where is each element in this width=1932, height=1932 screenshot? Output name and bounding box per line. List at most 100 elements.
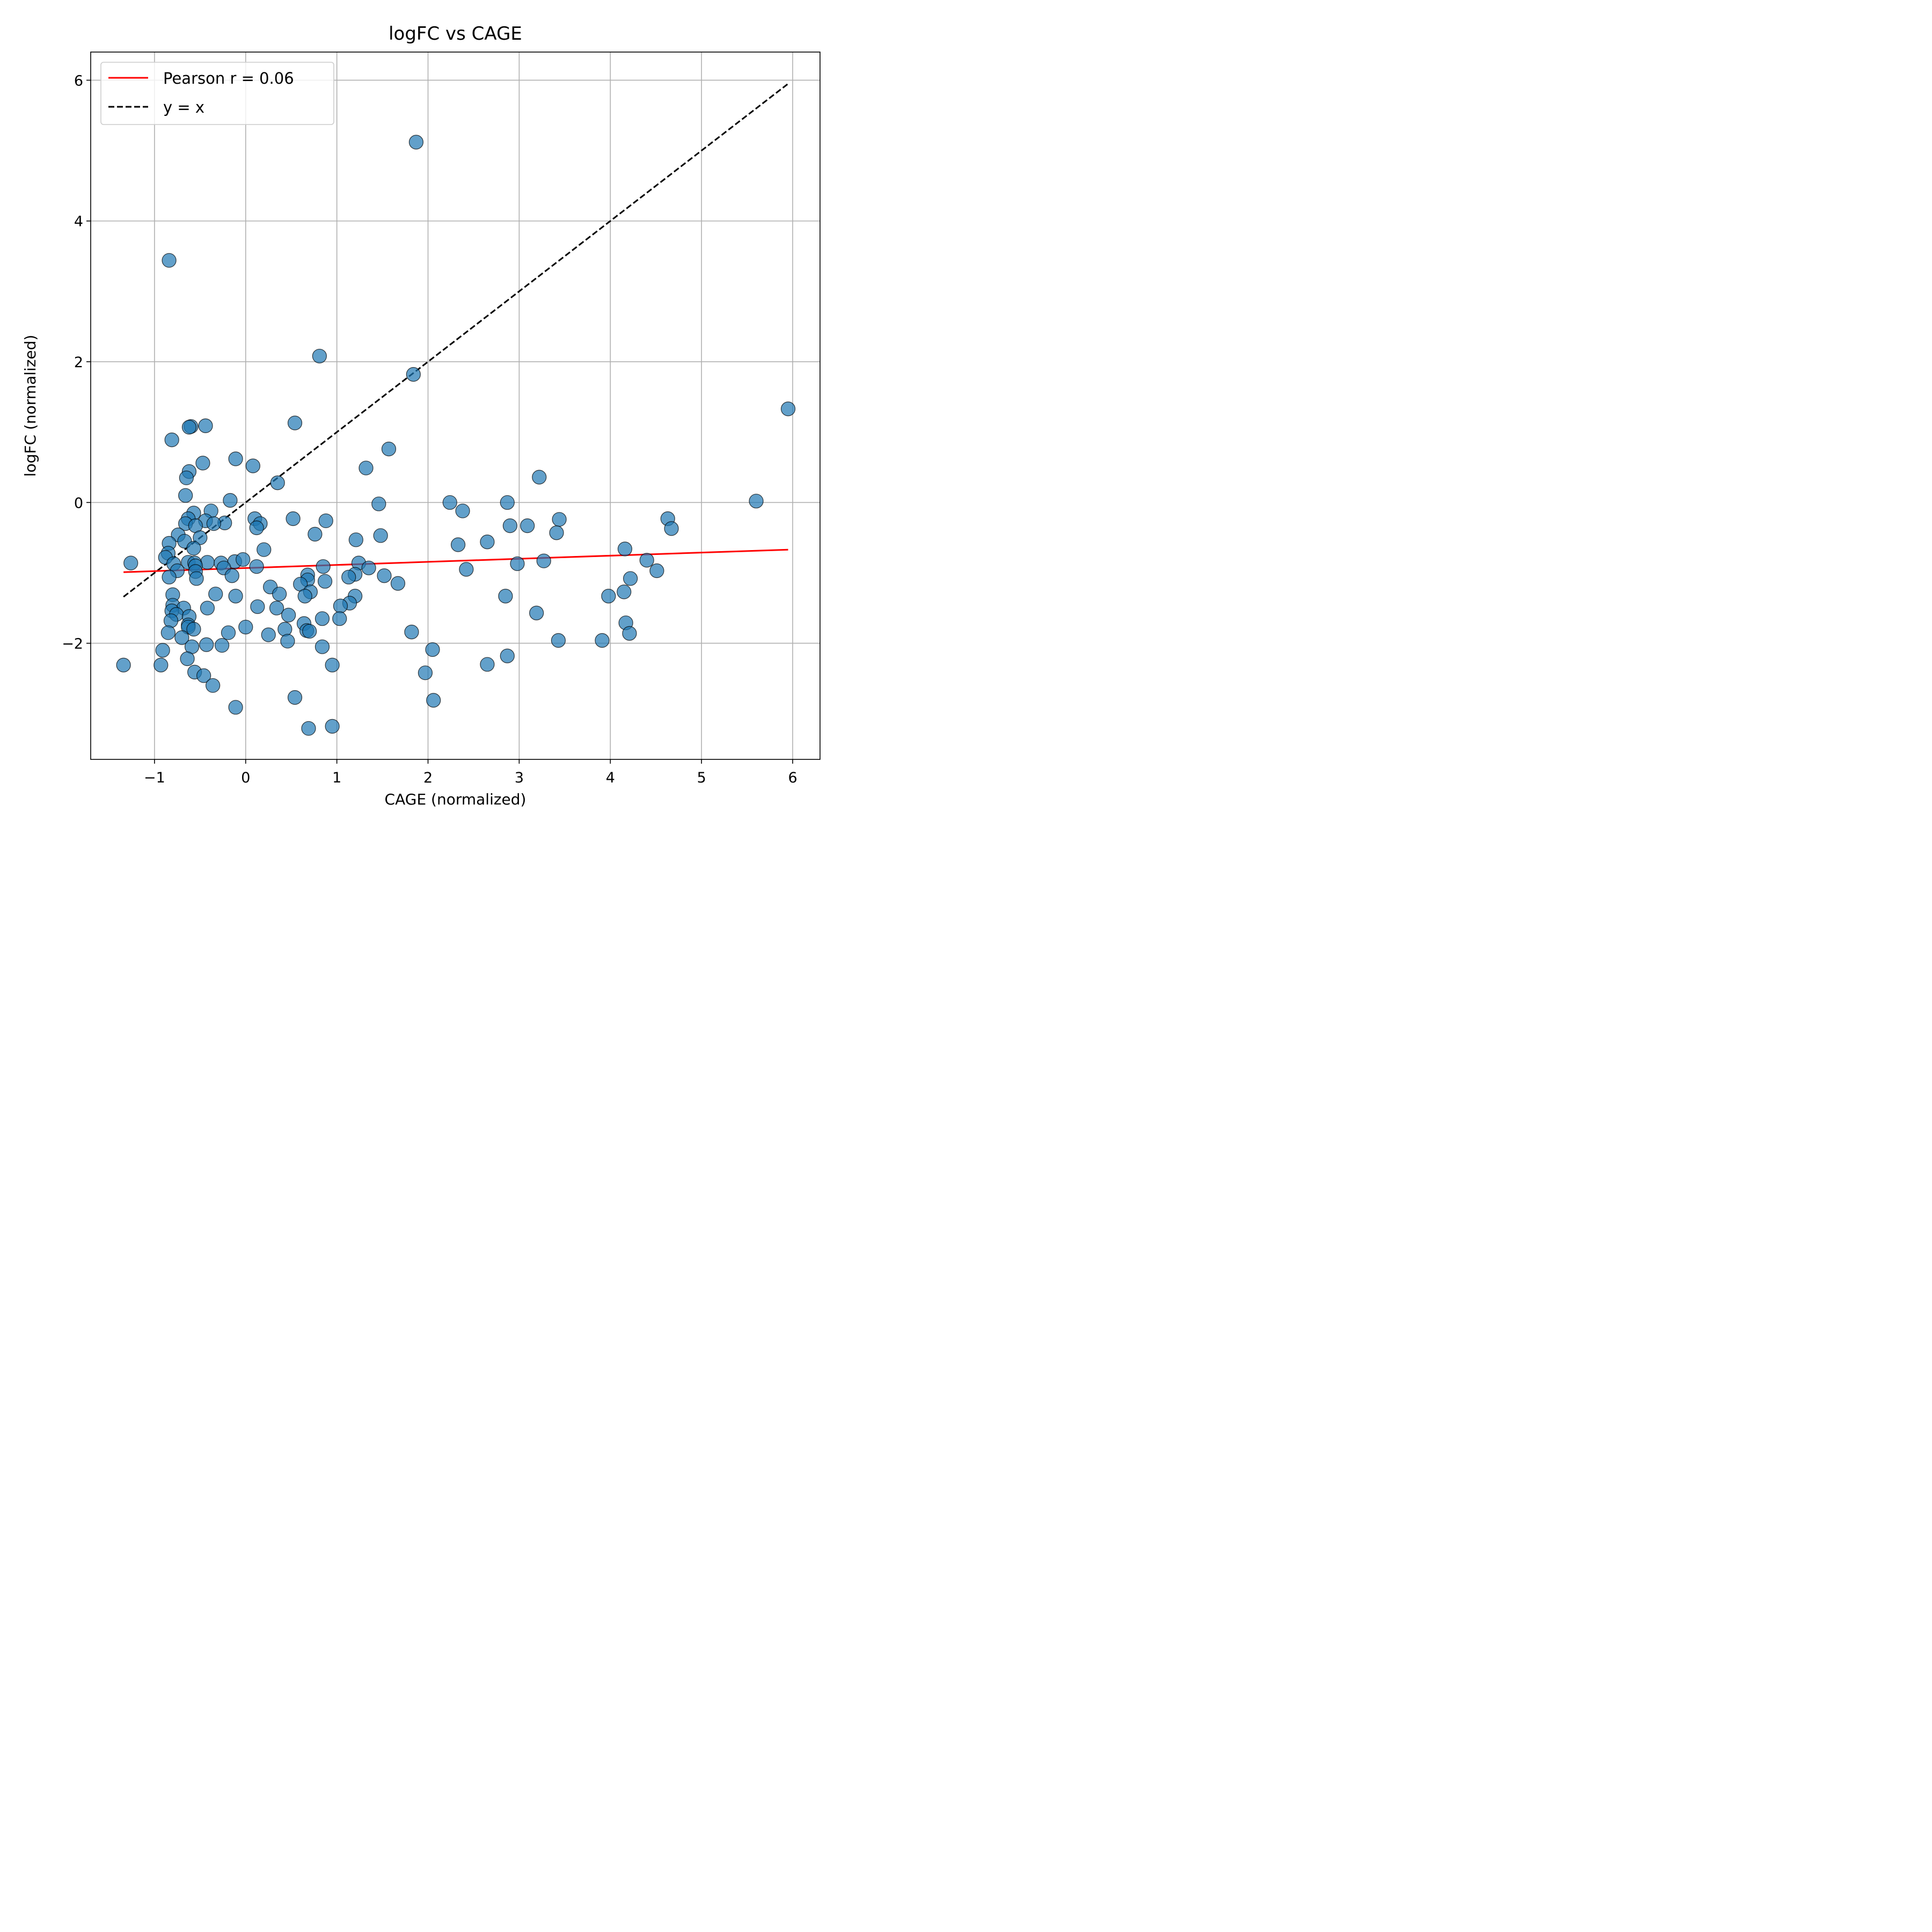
data-point [269,601,284,616]
data-point [281,608,296,623]
data-point [245,458,260,473]
legend-label-identity: y = x [163,98,204,116]
data-point [280,634,295,649]
data-point [195,456,210,471]
data-point [498,589,513,604]
identity-line-layer [123,83,789,598]
data-point [358,460,374,475]
data-point [780,401,796,416]
data-point [373,528,388,543]
data-point [617,541,633,557]
data-point [186,540,201,556]
data-point [198,418,213,433]
data-point [390,576,406,591]
data-point [502,518,518,533]
x-axis-label: CAGE (normalized) [385,791,526,808]
data-point [529,605,544,620]
data-point [208,587,223,602]
points-layer [116,135,796,736]
data-point [178,488,193,503]
data-point [287,690,303,705]
data-point [297,589,312,604]
x-tick-label: 2 [423,770,433,786]
data-point [749,494,764,509]
scatter-chart: −1 0 1 2 3 4 5 6 −2 0 2 4 6 logFC vs CAGE CAGE (norm… [21,23,821,808]
data-point [500,495,515,510]
data-point [228,589,243,604]
data-point [371,496,386,511]
data-point [425,642,440,657]
data-point [617,584,632,599]
data-point [325,657,340,672]
data-point [332,611,347,626]
data-point [664,521,679,536]
data-point [480,657,495,672]
data-point [510,556,525,572]
data-point [249,520,264,536]
data-point [164,433,179,448]
data-point [333,598,348,613]
x-tick-label: 3 [515,770,524,786]
data-point [123,555,138,570]
data-point [317,574,333,589]
data-point [348,532,363,547]
data-point [459,562,474,577]
data-point [455,503,470,518]
data-point [426,693,441,708]
data-point [552,512,567,527]
data-point [308,526,323,541]
data-point [381,442,397,457]
data-point [520,518,535,533]
identity-line [123,83,789,598]
data-point [312,348,327,364]
data-point [249,559,264,574]
data-point [174,630,189,645]
data-point [622,626,637,641]
data-point [257,542,272,557]
data-point [551,633,566,648]
data-point [361,560,376,575]
data-point [341,569,356,584]
data-point [270,475,285,491]
data-point [649,563,664,579]
data-point [302,624,317,639]
data-point [442,495,457,510]
y-tick-label: 6 [74,72,83,89]
data-point [408,135,424,150]
data-point [480,535,495,550]
data-point [199,637,214,652]
data-point [196,668,211,683]
data-point [180,651,195,667]
x-tick-label: −1 [144,770,165,786]
data-point [215,638,230,653]
data-point [286,511,301,526]
data-point [314,639,330,654]
x-tick-label: 5 [697,770,706,786]
data-point [228,700,243,715]
ticks-layer: −1 0 1 2 3 4 5 6 −2 0 2 4 6 [62,72,797,786]
data-point [549,525,564,540]
data-point [314,611,330,626]
data-point [500,648,515,663]
data-point [325,719,340,734]
data-point [316,559,331,574]
x-tick-label: 4 [606,770,615,786]
y-tick-label: 0 [74,495,83,511]
data-point [221,625,236,640]
data-point [377,568,392,583]
data-point [206,678,221,693]
data-point [272,587,287,602]
data-point [206,516,221,531]
legend: Pearson r = 0.06 y = x [100,62,334,125]
data-point [406,367,421,382]
data-point [179,470,194,486]
data-point [250,599,265,614]
data-point [536,553,551,568]
data-point [186,621,201,636]
data-point [287,415,303,430]
data-point [224,568,239,583]
data-point [200,601,215,616]
data-point [277,621,292,636]
y-tick-label: 2 [74,354,83,371]
chart-title: logFC vs CAGE [389,23,522,45]
